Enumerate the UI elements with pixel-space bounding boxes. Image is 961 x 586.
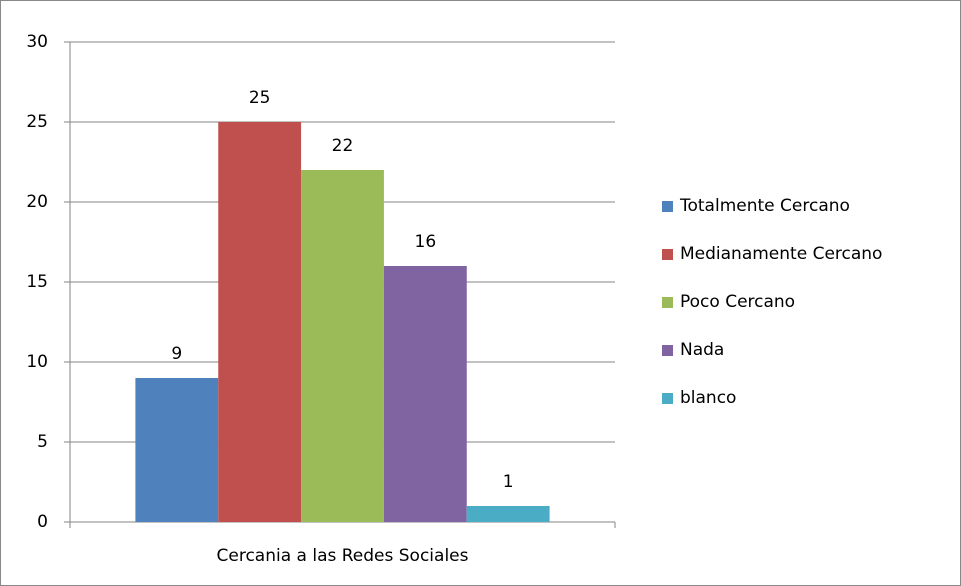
data-label: 1 xyxy=(503,472,514,492)
y-tick-label: 15 xyxy=(26,272,48,292)
x-tick-label: Cercania a las Redes Sociales xyxy=(217,546,469,566)
data-label: 22 xyxy=(332,136,354,156)
y-tick-label: 5 xyxy=(37,432,48,452)
legend-label: Nada xyxy=(680,340,724,360)
legend-label: Poco Cercano xyxy=(680,292,795,312)
bar xyxy=(383,266,467,522)
data-label: 9 xyxy=(171,344,182,364)
bar xyxy=(466,506,550,522)
legend-swatch xyxy=(662,249,673,260)
bar xyxy=(218,122,302,522)
legend-label: Totalmente Cercano xyxy=(679,196,850,216)
y-tick-label: 30 xyxy=(26,32,48,52)
y-tick-label: 0 xyxy=(37,512,48,532)
legend-label: blanco xyxy=(680,388,736,408)
bar xyxy=(301,170,384,522)
legend-swatch xyxy=(662,345,673,356)
legend-swatch xyxy=(662,201,673,212)
y-tick-label: 10 xyxy=(26,352,48,372)
data-label: 25 xyxy=(249,88,271,108)
legend-swatch xyxy=(662,393,673,404)
y-tick-label: 25 xyxy=(26,112,48,132)
data-label: 16 xyxy=(415,232,437,252)
legend-label: Medianamente Cercano xyxy=(680,244,882,264)
y-tick-label: 20 xyxy=(26,192,48,212)
legend-swatch xyxy=(662,297,673,308)
bar xyxy=(135,378,219,522)
